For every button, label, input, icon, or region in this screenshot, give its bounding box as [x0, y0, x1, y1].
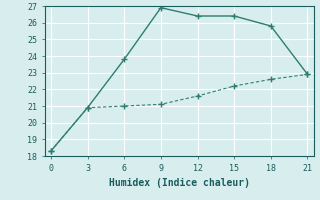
X-axis label: Humidex (Indice chaleur): Humidex (Indice chaleur)	[109, 178, 250, 188]
